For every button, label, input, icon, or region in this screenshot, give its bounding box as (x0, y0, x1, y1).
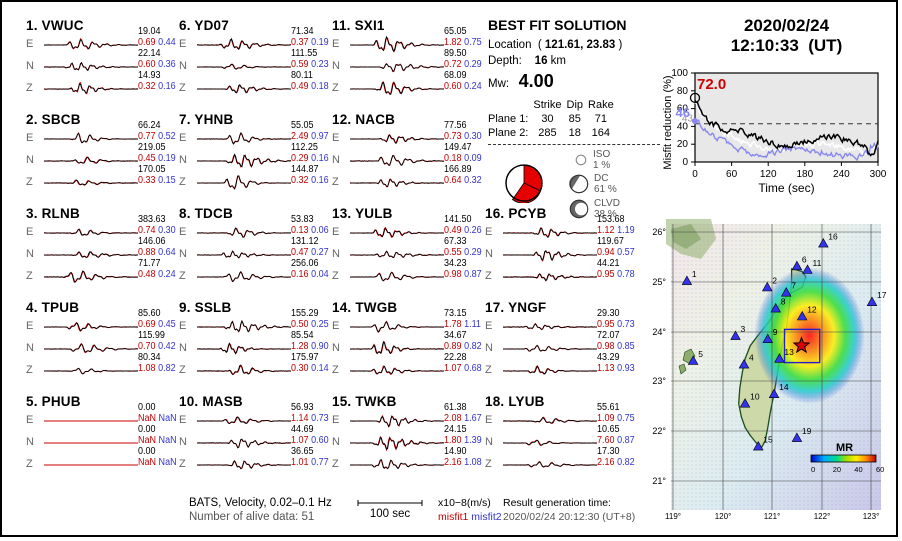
svg-text:12: 12 (807, 305, 817, 315)
svg-text:14: 14 (779, 382, 789, 392)
svg-text:60: 60 (876, 465, 884, 474)
svg-text:0: 0 (811, 465, 815, 474)
svg-text:21°: 21° (652, 476, 666, 486)
svg-text:240: 240 (833, 169, 850, 180)
svg-text:Time (sec): Time (sec) (758, 181, 814, 195)
svg-text:4: 4 (749, 353, 754, 363)
svg-text:25°: 25° (652, 277, 666, 287)
svg-text:60: 60 (726, 169, 738, 180)
svg-text:22°: 22° (652, 426, 666, 436)
svg-text:0: 0 (692, 169, 698, 180)
svg-text:122°: 122° (814, 512, 831, 521)
svg-text:24°: 24° (652, 327, 666, 337)
svg-text:40: 40 (854, 465, 862, 474)
svg-text:6: 6 (802, 254, 807, 264)
svg-text:Misfit reduction (%): Misfit reduction (%) (662, 75, 674, 169)
svg-text:MR: MR (836, 442, 853, 454)
svg-text:1: 1 (692, 269, 697, 279)
svg-text:20: 20 (677, 139, 689, 150)
svg-text:5: 5 (698, 349, 703, 359)
svg-text:120°: 120° (715, 512, 732, 521)
svg-text:13: 13 (784, 347, 794, 357)
svg-text:120: 120 (760, 169, 777, 180)
svg-text:8: 8 (781, 297, 786, 307)
svg-text:2: 2 (772, 275, 777, 285)
svg-text:15: 15 (763, 435, 773, 445)
svg-text:10: 10 (750, 392, 760, 402)
svg-text:26°: 26° (652, 227, 666, 237)
svg-text:72.0: 72.0 (697, 76, 726, 93)
svg-text:23°: 23° (652, 376, 666, 386)
svg-text:80: 80 (677, 86, 689, 97)
svg-text:17: 17 (877, 290, 887, 300)
svg-text:121°: 121° (764, 512, 781, 521)
svg-text:100: 100 (671, 68, 688, 79)
svg-text:3: 3 (741, 324, 746, 334)
svg-text:19: 19 (802, 426, 812, 436)
svg-text:7: 7 (791, 281, 796, 291)
svg-text:9: 9 (773, 327, 778, 337)
svg-text:20: 20 (833, 465, 841, 474)
svg-text:16: 16 (828, 232, 838, 242)
svg-text:0: 0 (682, 157, 688, 168)
svg-text:11: 11 (813, 258, 822, 268)
svg-text:46: 46 (676, 105, 690, 120)
svg-text:180: 180 (796, 169, 813, 180)
svg-text:123°: 123° (863, 512, 880, 521)
svg-text:300: 300 (870, 169, 887, 180)
